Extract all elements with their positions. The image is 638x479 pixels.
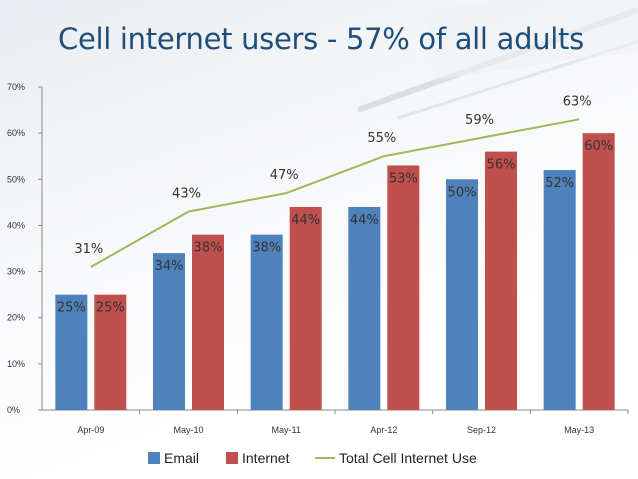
data-label-total-cell-internet-use: 31% — [74, 242, 103, 257]
y-tick-label: 70% — [7, 82, 25, 92]
data-label-internet: 38% — [194, 241, 223, 256]
bar-email — [250, 234, 283, 410]
data-label-total-cell-internet-use: 43% — [172, 187, 201, 202]
y-tick-label: 60% — [7, 128, 25, 138]
data-label-email: 38% — [252, 241, 281, 256]
bar-internet — [289, 206, 322, 410]
bar-email — [446, 179, 478, 410]
legend-swatch-total — [315, 457, 335, 459]
y-tick-label: 40% — [7, 220, 25, 230]
y-tick-label: 20% — [7, 313, 25, 323]
x-tick-label: Apr-09 — [77, 425, 104, 435]
data-label-total-cell-internet-use: 47% — [270, 168, 299, 183]
bar-internet — [387, 165, 420, 410]
data-label-internet: 53% — [389, 171, 418, 186]
legend-label-internet: Internet — [242, 450, 290, 466]
y-tick-label: 10% — [7, 359, 25, 369]
data-label-total-cell-internet-use: 55% — [367, 131, 396, 146]
y-tick-label: 50% — [7, 174, 25, 184]
background-photo-decoration — [356, 0, 638, 120]
x-tick-label: Apr-12 — [370, 425, 397, 435]
data-label-email: 34% — [155, 259, 184, 274]
bar-internet — [485, 151, 517, 410]
data-label-total-cell-internet-use: 63% — [563, 94, 592, 109]
bar-internet — [94, 294, 127, 410]
x-tick-label: May-11 — [271, 425, 300, 435]
data-label-internet: 60% — [584, 139, 613, 154]
legend-item-total: Total Cell Internet Use — [315, 450, 477, 466]
data-label-email: 25% — [57, 301, 86, 316]
y-tick-label: 0% — [7, 405, 20, 415]
x-tick-label: Sep-12 — [467, 425, 496, 435]
legend-swatch-email — [148, 452, 160, 464]
chart: 0% 10% 20% 30% 40% 50% 60% 70% Apr-09 May-10 May-1… — [7, 82, 629, 435]
bar-internet — [192, 234, 224, 410]
bar-email — [55, 294, 88, 410]
bar-email — [348, 206, 381, 410]
data-label-total-cell-internet-use: 59% — [465, 113, 494, 128]
x-tick-label: May-13 — [564, 425, 594, 435]
bar-email — [543, 170, 576, 410]
legend-swatch-internet — [226, 452, 238, 464]
data-label-internet: 56% — [487, 158, 516, 173]
chart-title: Cell internet users - 57% of all adults — [58, 22, 584, 56]
y-tick-label: 30% — [7, 267, 25, 277]
data-label-email: 50% — [448, 185, 477, 200]
legend: Email Internet Total Cell Internet Use — [0, 450, 638, 470]
legend-item-internet: Internet — [226, 450, 289, 466]
data-label-email: 44% — [350, 213, 379, 228]
line-total-cell-internet-use — [90, 118, 580, 268]
legend-label-total: Total Cell Internet Use — [339, 450, 477, 466]
legend-item-email: Email — [148, 450, 199, 466]
legend-label-email: Email — [164, 450, 200, 466]
data-label-internet: 44% — [291, 213, 320, 228]
bar-internet — [582, 133, 615, 410]
data-label-email: 52% — [545, 176, 574, 191]
bar-email — [153, 253, 185, 410]
x-tick-label: May-10 — [173, 425, 203, 435]
data-label-internet: 25% — [96, 301, 125, 316]
